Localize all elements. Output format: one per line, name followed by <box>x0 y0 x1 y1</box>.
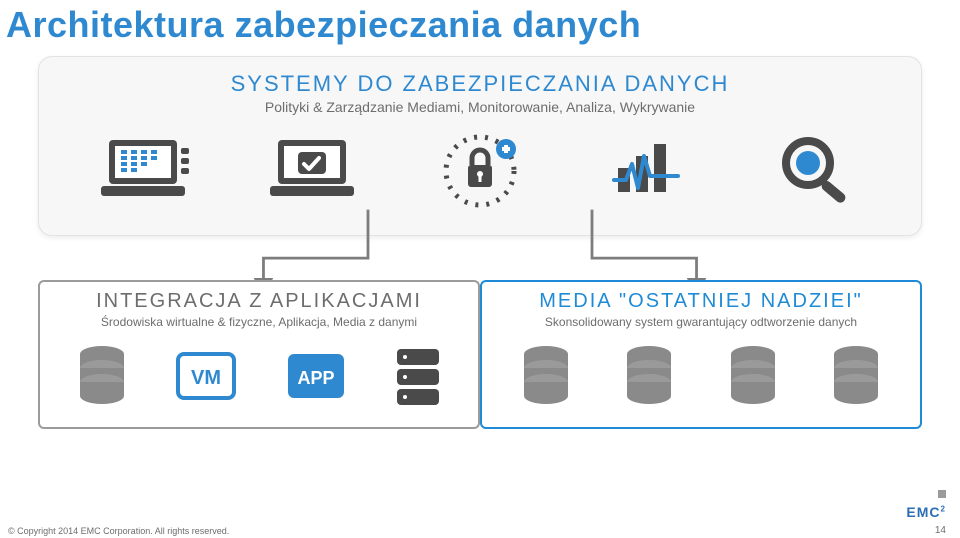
card-right-sub: Skonsolidowany system gwarantujący odtwo… <box>494 315 908 329</box>
decor-square <box>938 490 946 498</box>
emc-logo: EMC2 <box>906 504 946 520</box>
panel-subheading: Polityki & Zarządzanie Mediami, Monitoro… <box>59 99 901 115</box>
copyright: © Copyright 2014 EMC Corporation. All ri… <box>8 526 229 536</box>
chart-pulse-icon <box>588 129 708 209</box>
server-rack-icon <box>393 345 443 407</box>
card-right-heading: MEDIA "OSTATNIEJ NADZIEI" <box>494 290 908 313</box>
lock-clock-icon <box>420 129 540 209</box>
page-number: 14 <box>935 525 946 536</box>
panel-systems: SYSTEMY DO ZABEZPIECZANIA DANYCH Polityk… <box>38 56 922 236</box>
svg-text:APP: APP <box>297 368 334 388</box>
card-left-sub: Środowiska wirtualne & fizyczne, Aplikac… <box>52 315 466 329</box>
card-media: MEDIA "OSTATNIEJ NADZIEI" Skonsolidowany… <box>480 280 922 429</box>
panel-heading: SYSTEMY DO ZABEZPIECZANIA DANYCH <box>59 71 901 97</box>
panel-icon-row <box>59 129 901 209</box>
card-integration: INTEGRACJA Z APLIKACJAMI Środowiska wirt… <box>38 280 480 429</box>
svg-text:VM: VM <box>191 367 221 389</box>
cylinder-icon <box>829 344 883 408</box>
page-title: Architektura zabezpieczania danych <box>6 4 960 46</box>
cylinder-icon <box>726 344 780 408</box>
card-left-heading: INTEGRACJA Z APLIKACJAMI <box>52 290 466 313</box>
magnifier-icon <box>757 129 877 209</box>
vm-badge-icon: VM <box>174 350 238 402</box>
cylinder-icon <box>519 344 573 408</box>
storage-icon <box>75 344 129 408</box>
cylinder-icon <box>622 344 676 408</box>
app-badge-icon: APP <box>284 350 348 402</box>
laptop-bars-icon <box>83 129 203 209</box>
laptop-check-icon <box>252 129 372 209</box>
